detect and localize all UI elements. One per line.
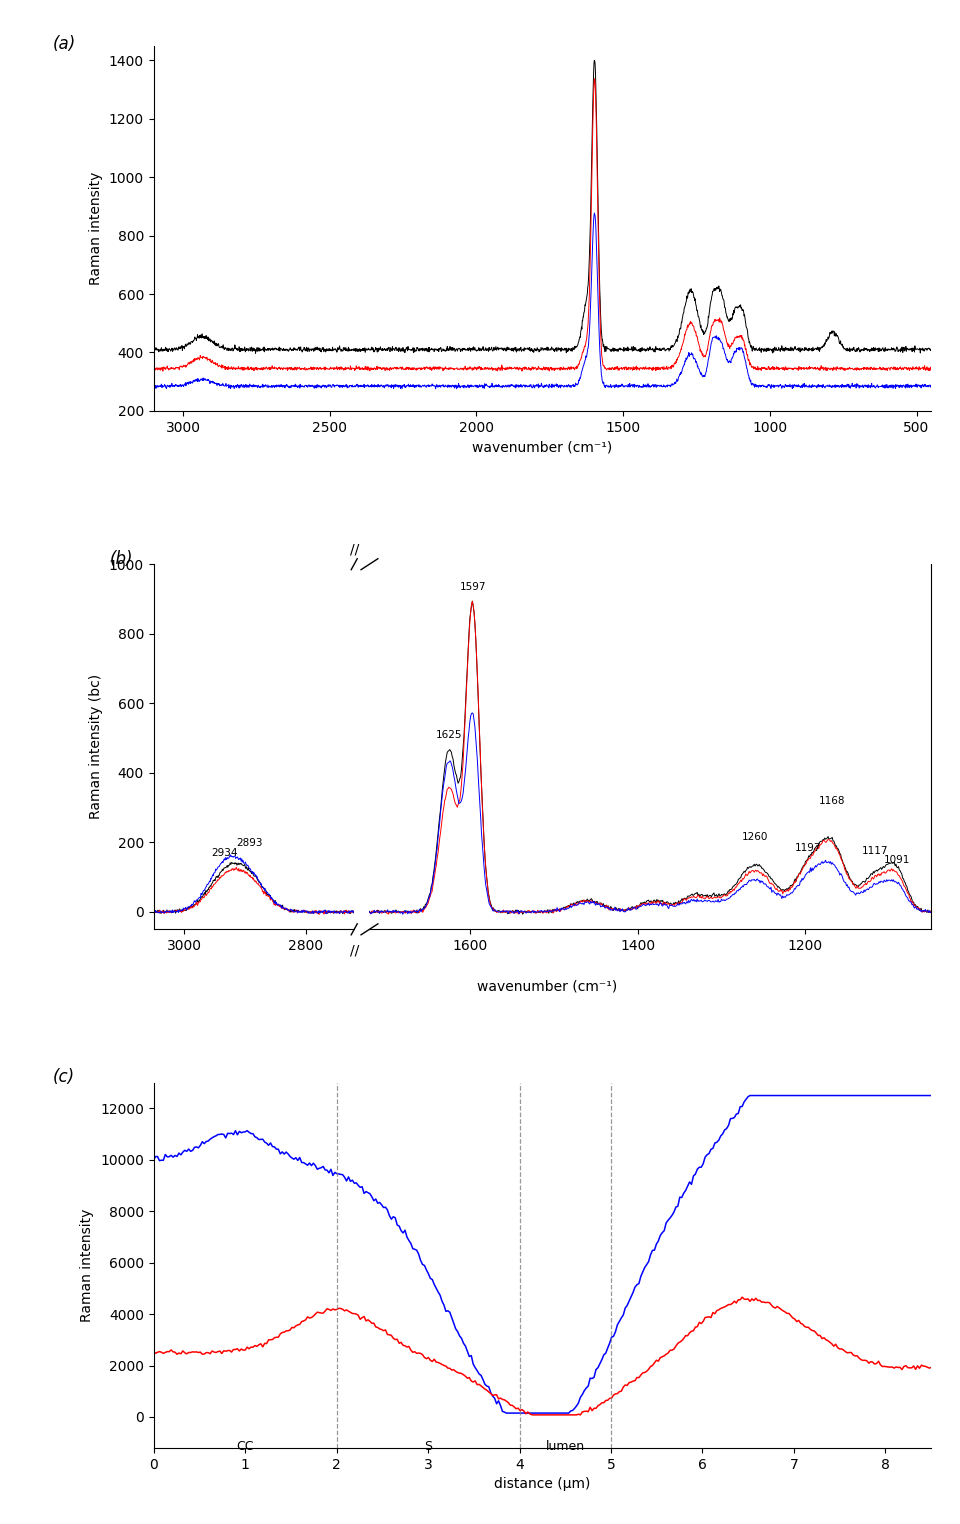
Y-axis label: Raman intensity (bc): Raman intensity (bc) [89, 674, 103, 820]
Text: (c): (c) [53, 1068, 75, 1087]
Text: wavenumber (cm⁻¹): wavenumber (cm⁻¹) [477, 980, 617, 994]
Text: (a): (a) [53, 35, 76, 53]
Text: 1260: 1260 [742, 832, 768, 843]
Text: 1168: 1168 [819, 796, 846, 806]
Text: 2893: 2893 [236, 838, 262, 847]
Text: CC: CC [236, 1440, 253, 1452]
X-axis label: distance (μm): distance (μm) [494, 1477, 590, 1490]
Text: 1625: 1625 [436, 730, 463, 739]
Text: 1597: 1597 [459, 582, 486, 591]
X-axis label: wavenumber (cm⁻¹): wavenumber (cm⁻¹) [472, 440, 612, 454]
Y-axis label: Raman intensity: Raman intensity [89, 172, 103, 285]
Text: //: // [349, 943, 359, 959]
Text: S: S [424, 1440, 432, 1452]
Text: lumen: lumen [545, 1440, 585, 1452]
Text: 1197: 1197 [795, 843, 821, 853]
Text: (b): (b) [109, 550, 133, 567]
Y-axis label: Raman intensity: Raman intensity [81, 1209, 94, 1321]
Text: 1117: 1117 [862, 846, 888, 856]
Text: 1091: 1091 [883, 855, 910, 866]
Text: //: // [349, 543, 359, 556]
Text: 2934: 2934 [211, 847, 237, 858]
